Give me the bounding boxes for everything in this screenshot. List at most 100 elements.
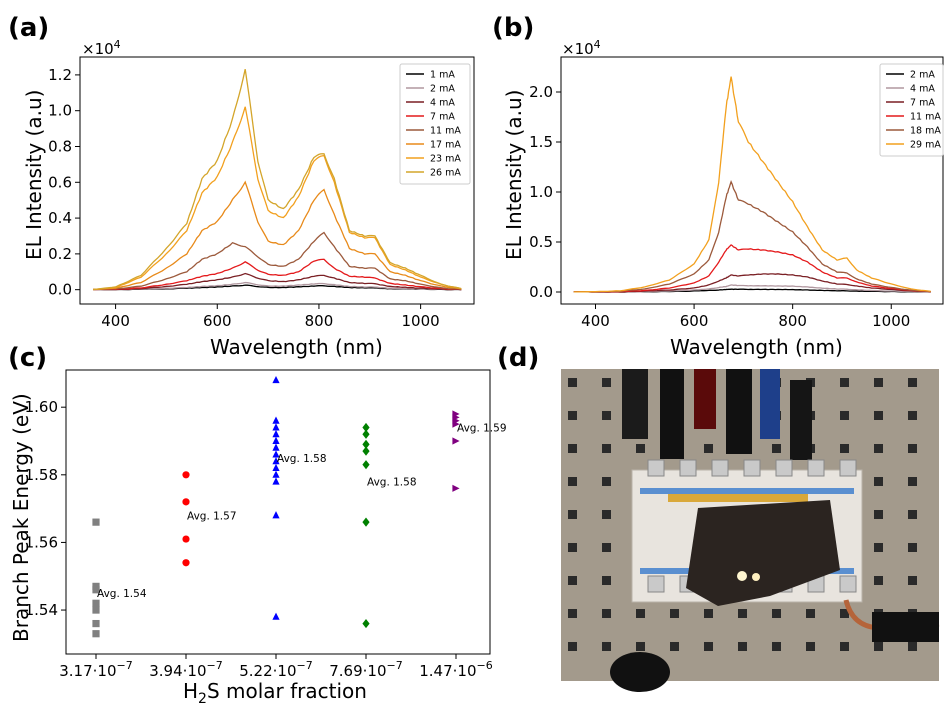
breadboard-hole <box>874 510 883 519</box>
pin-clip <box>839 459 857 477</box>
scatter-point <box>182 559 190 567</box>
breadboard-hole <box>670 609 679 618</box>
xlabel-a: Wavelength (nm) <box>210 335 383 359</box>
avg-label: Avg. 1.58 <box>277 453 327 465</box>
scatter-point <box>362 422 370 433</box>
ylabel-a: EL Intensity (a.u) <box>22 90 46 260</box>
plot-a-ticks: 400 600 800 1000 0.0 0.2 0.4 0.6 0.8 1.0 1.2 <box>48 66 440 330</box>
gold-pads <box>668 494 808 502</box>
legend-a: 1 mA 2 mA 4 mA 7 mA 11 mA 17 mA 23 mA 26 mA <box>399 63 471 185</box>
xtick-label: 1000 <box>872 312 910 330</box>
scatter-point <box>272 423 280 431</box>
breadboard-hole <box>806 609 815 618</box>
breadboard-hole <box>704 642 713 651</box>
multiplier-a-base: ×10 <box>82 40 114 58</box>
breadboard-hole <box>568 477 577 486</box>
scatter-point <box>272 436 280 444</box>
legend-frame <box>399 63 471 185</box>
breadboard-hole <box>874 444 883 453</box>
ytick-label: 0.0 <box>529 283 553 301</box>
scatter-point <box>362 460 370 470</box>
pin-clip <box>679 459 697 477</box>
scatter-point <box>92 518 100 526</box>
breadboard-hole <box>840 609 849 618</box>
xtick-label: 800 <box>778 312 807 330</box>
plot-a-lines <box>93 69 462 291</box>
xtick-exp: −6 <box>477 659 493 672</box>
breadboard-hole <box>908 543 917 552</box>
breadboard-hole <box>772 642 781 651</box>
xtick-label: 600 <box>203 312 232 330</box>
breadboard-hole <box>772 444 781 453</box>
scatter-point <box>362 429 370 439</box>
xtick-label: 800 <box>305 312 334 330</box>
series-line <box>93 258 462 291</box>
pin-clip <box>775 459 793 477</box>
breadboard-hole <box>636 642 645 651</box>
xtick-label: 1000 <box>402 312 440 330</box>
pin-clip <box>711 459 729 477</box>
ytick-label: 1.0 <box>529 183 553 201</box>
avg-label: Avg. 1.59 <box>457 422 507 434</box>
panel-label-c: (c) <box>8 343 47 373</box>
plot-b-ticks: 400 600 800 1000 0.0 0.5 1.0 1.5 2.0 <box>529 83 910 330</box>
pin-clip <box>647 459 665 477</box>
breadboard-hole <box>602 609 611 618</box>
avg-label: Avg. 1.57 <box>187 510 237 522</box>
ytick-label: 0.5 <box>529 233 553 251</box>
legend-label: 23 mA <box>430 154 461 165</box>
breadboard-hole <box>602 510 611 519</box>
ytick-label: 1.5 <box>529 133 553 151</box>
breadboard-hole <box>602 642 611 651</box>
xtick-label: 7.69·10−7 <box>329 659 402 680</box>
scatter-point <box>92 586 100 594</box>
xtick-base: 3.17·10 <box>59 662 116 680</box>
panel-label-a: (a) <box>8 13 49 43</box>
breadboard-hole <box>874 576 883 585</box>
series-line <box>573 273 931 293</box>
plot-b-lines <box>573 76 931 293</box>
emission-spot-2 <box>752 573 760 581</box>
breadboard-hole <box>568 510 577 519</box>
plot-b-frame <box>560 56 944 305</box>
legend-label: 7 mA <box>910 98 935 109</box>
xtick-label: 400 <box>101 312 130 330</box>
legend-b: 2 mA 4 mA 7 mA 11 mA 18 mA 29 mA <box>879 63 944 157</box>
series-line <box>93 180 462 291</box>
breadboard-hole <box>602 411 611 420</box>
breadboard-hole <box>806 642 815 651</box>
scatter-point <box>272 511 280 519</box>
cable-bottom-right <box>872 612 939 642</box>
legend-label: 1 mA <box>430 70 455 81</box>
scatter-point <box>272 612 280 620</box>
breadboard-hole <box>568 411 577 420</box>
breadboard-hole <box>568 642 577 651</box>
breadboard-hole <box>670 642 679 651</box>
breadboard-hole <box>908 642 917 651</box>
scatter-point <box>182 471 190 479</box>
series-line <box>573 76 931 293</box>
breadboard-hole <box>568 576 577 585</box>
scatter-point <box>182 535 190 543</box>
xtick-base: 7.69·10 <box>329 662 386 680</box>
cable-3 <box>694 369 716 429</box>
breadboard-hole <box>568 543 577 552</box>
cable-1 <box>622 369 648 439</box>
xlabel-c-rest: S molar fraction <box>207 679 367 703</box>
scatter-point <box>452 484 460 492</box>
pin-clip <box>743 459 761 477</box>
series-line <box>93 281 462 291</box>
scatter-point <box>182 498 190 506</box>
scatter-point <box>272 477 280 485</box>
breadboard-hole <box>602 378 611 387</box>
blue-strip-top <box>640 488 854 494</box>
breadboard-hole <box>704 609 713 618</box>
breadboard-hole <box>636 609 645 618</box>
legend-label: 2 mA <box>910 70 935 81</box>
avg-label: Avg. 1.54 <box>97 588 147 600</box>
ytick-label: 0.4 <box>48 209 72 227</box>
series-line <box>573 180 931 293</box>
xtick-exp: −7 <box>207 659 223 672</box>
series-line <box>93 272 462 291</box>
legend-label: 4 mA <box>430 98 455 109</box>
